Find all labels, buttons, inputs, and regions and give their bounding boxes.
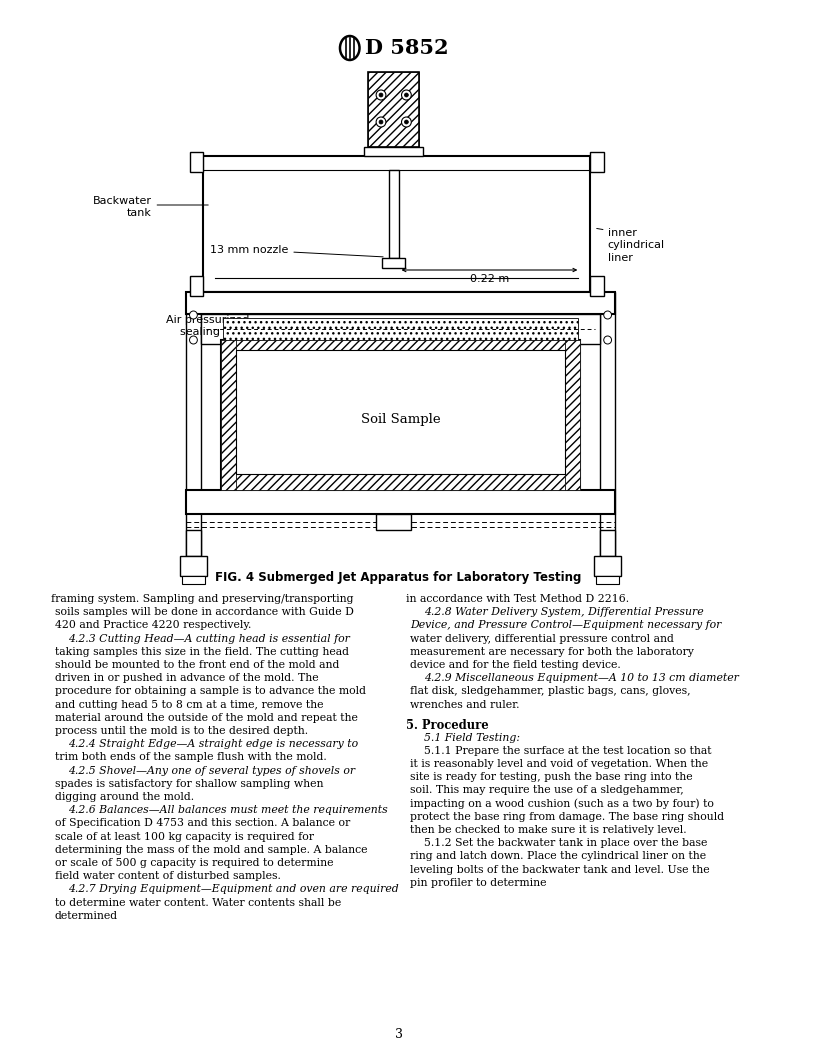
Text: measurement are necessary for both the laboratory: measurement are necessary for both the l… — [410, 647, 694, 657]
Text: 5.1 Field Testing:: 5.1 Field Testing: — [424, 733, 520, 742]
Text: pin profiler to determine: pin profiler to determine — [410, 878, 547, 888]
Bar — [590, 276, 604, 296]
Text: material around the outside of the mold and repeat the: material around the outside of the mold … — [55, 713, 357, 722]
Circle shape — [405, 120, 408, 124]
Text: should be mounted to the front end of the mold and: should be mounted to the front end of th… — [55, 660, 339, 670]
Bar — [368, 72, 419, 147]
Bar — [223, 318, 579, 340]
Text: Device, and Pressure Control—Equipment necessary for: Device, and Pressure Control—Equipment n… — [410, 621, 721, 630]
Text: FIG. 4 Submerged Jet Apparatus for Laboratory Testing: FIG. 4 Submerged Jet Apparatus for Labor… — [215, 571, 582, 584]
Bar — [185, 293, 615, 314]
Circle shape — [604, 336, 611, 344]
Text: 13 mm nozzle: 13 mm nozzle — [210, 245, 288, 254]
Text: inner
cylindrical
liner: inner cylindrical liner — [608, 228, 665, 263]
Text: Backwater
tank: Backwater tank — [92, 196, 152, 219]
Bar — [185, 293, 202, 557]
Bar — [600, 530, 615, 557]
Bar — [365, 147, 423, 156]
Circle shape — [376, 117, 386, 127]
Text: and cutting head 5 to 8 cm at a time, remove the: and cutting head 5 to 8 cm at a time, re… — [55, 700, 323, 710]
Bar — [590, 152, 604, 172]
Circle shape — [189, 336, 197, 344]
Bar — [388, 170, 398, 258]
Text: of Specification D 4753 and this section. A balance or: of Specification D 4753 and this section… — [55, 818, 350, 828]
Text: to determine water content. Water contents shall be: to determine water content. Water conten… — [55, 898, 341, 907]
Circle shape — [401, 90, 411, 100]
Bar — [182, 576, 205, 584]
Bar — [594, 557, 621, 576]
Text: driven in or pushed in advance of the mold. The: driven in or pushed in advance of the mo… — [55, 674, 318, 683]
Bar — [189, 276, 203, 296]
Bar — [180, 557, 207, 576]
Text: flat disk, sledgehammer, plastic bags, cans, gloves,: flat disk, sledgehammer, plastic bags, c… — [410, 686, 691, 696]
Bar — [185, 530, 202, 557]
Text: in accordance with Test Method D 2216.: in accordance with Test Method D 2216. — [406, 593, 629, 604]
Text: procedure for obtaining a sample is to advance the mold: procedure for obtaining a sample is to a… — [55, 686, 366, 696]
Text: wrenches and ruler.: wrenches and ruler. — [410, 700, 520, 710]
Text: then be checked to make sure it is relatively level.: then be checked to make sure it is relat… — [410, 825, 687, 835]
Text: 420 and Practice 4220 respectively.: 420 and Practice 4220 respectively. — [55, 621, 251, 630]
Text: 0.22 m: 0.22 m — [470, 274, 509, 284]
Circle shape — [604, 312, 611, 319]
Text: Air pressurized
sealing tube: Air pressurized sealing tube — [166, 315, 249, 338]
Text: 4.2.9 Miscellaneous Equipment—A 10 to 13 cm diameter: 4.2.9 Miscellaneous Equipment—A 10 to 13… — [424, 674, 738, 683]
Bar — [596, 576, 619, 584]
Bar — [237, 340, 565, 350]
Text: device and for the field testing device.: device and for the field testing device. — [410, 660, 621, 670]
Bar — [565, 340, 580, 490]
Text: or scale of 500 g capacity is required to determine: or scale of 500 g capacity is required t… — [55, 859, 333, 868]
Text: 4.2.4 Straight Edge—A straight edge is necessary to: 4.2.4 Straight Edge—A straight edge is n… — [69, 739, 358, 749]
Text: spades is satisfactory for shallow sampling when: spades is satisfactory for shallow sampl… — [55, 779, 323, 789]
Text: 4.2.5 Shovel—Any one of several types of shovels or: 4.2.5 Shovel—Any one of several types of… — [69, 766, 356, 775]
Text: it is reasonably level and void of vegetation. When the: it is reasonably level and void of veget… — [410, 759, 708, 769]
Bar — [237, 350, 565, 474]
Text: impacting on a wood cushion (such as a two by four) to: impacting on a wood cushion (such as a t… — [410, 798, 714, 809]
Circle shape — [379, 93, 383, 97]
Text: process until the mold is to the desired depth.: process until the mold is to the desired… — [55, 727, 308, 736]
Bar — [376, 514, 411, 530]
Bar — [600, 293, 615, 557]
Text: protect the base ring from damage. The base ring should: protect the base ring from damage. The b… — [410, 812, 725, 822]
Text: 4.2.3 Cutting Head—A cutting head is essential for: 4.2.3 Cutting Head—A cutting head is ess… — [69, 634, 350, 643]
Text: trim both ends of the sample flush with the mold.: trim both ends of the sample flush with … — [55, 753, 326, 762]
Bar — [202, 314, 600, 344]
Text: determining the mass of the mold and sample. A balance: determining the mass of the mold and sam… — [55, 845, 367, 854]
Bar — [185, 490, 615, 514]
Text: determined: determined — [55, 911, 118, 921]
Text: Soil Sample: Soil Sample — [361, 414, 441, 427]
Text: framing system. Sampling and preserving/transporting: framing system. Sampling and preserving/… — [51, 593, 353, 604]
Bar — [237, 474, 565, 490]
Circle shape — [401, 117, 411, 127]
Circle shape — [379, 120, 383, 124]
Text: 3: 3 — [395, 1027, 402, 1040]
Bar — [237, 350, 565, 474]
Text: site is ready for testing, push the base ring into the: site is ready for testing, push the base… — [410, 772, 693, 782]
Text: 4.2.7 Drying Equipment—Equipment and oven are required: 4.2.7 Drying Equipment—Equipment and ove… — [69, 885, 399, 894]
Text: 5. Procedure: 5. Procedure — [406, 719, 489, 733]
Text: 5.1.1 Prepare the surface at the test location so that: 5.1.1 Prepare the surface at the test lo… — [424, 746, 712, 756]
Bar — [203, 156, 590, 293]
Text: 4.2.8 Water Delivery System, Differential Pressure: 4.2.8 Water Delivery System, Differentia… — [424, 607, 703, 617]
Bar — [221, 340, 580, 490]
Text: leveling bolts of the backwater tank and level. Use the: leveling bolts of the backwater tank and… — [410, 865, 710, 874]
Text: soils samples will be done in accordance with Guide D: soils samples will be done in accordance… — [55, 607, 353, 617]
Bar — [368, 72, 419, 147]
Bar — [189, 152, 203, 172]
Circle shape — [189, 312, 197, 319]
Text: soil. This may require the use of a sledgehammer,: soil. This may require the use of a sled… — [410, 786, 684, 795]
Bar — [382, 258, 406, 268]
Text: ring and latch down. Place the cylindrical liner on the: ring and latch down. Place the cylindric… — [410, 851, 707, 862]
Text: digging around the mold.: digging around the mold. — [55, 792, 194, 802]
Text: D 5852: D 5852 — [366, 38, 449, 58]
Text: water delivery, differential pressure control and: water delivery, differential pressure co… — [410, 634, 674, 643]
Circle shape — [405, 93, 408, 97]
Bar — [221, 340, 237, 490]
Text: taking samples this size in the field. The cutting head: taking samples this size in the field. T… — [55, 647, 348, 657]
Text: 4.2.6 Balances—All balances must meet the requirements: 4.2.6 Balances—All balances must meet th… — [69, 806, 388, 815]
Circle shape — [376, 90, 386, 100]
Text: scale of at least 100 kg capacity is required for: scale of at least 100 kg capacity is req… — [55, 832, 313, 842]
Text: field water content of disturbed samples.: field water content of disturbed samples… — [55, 871, 281, 881]
Text: 5.1.2 Set the backwater tank in place over the base: 5.1.2 Set the backwater tank in place ov… — [424, 838, 707, 848]
